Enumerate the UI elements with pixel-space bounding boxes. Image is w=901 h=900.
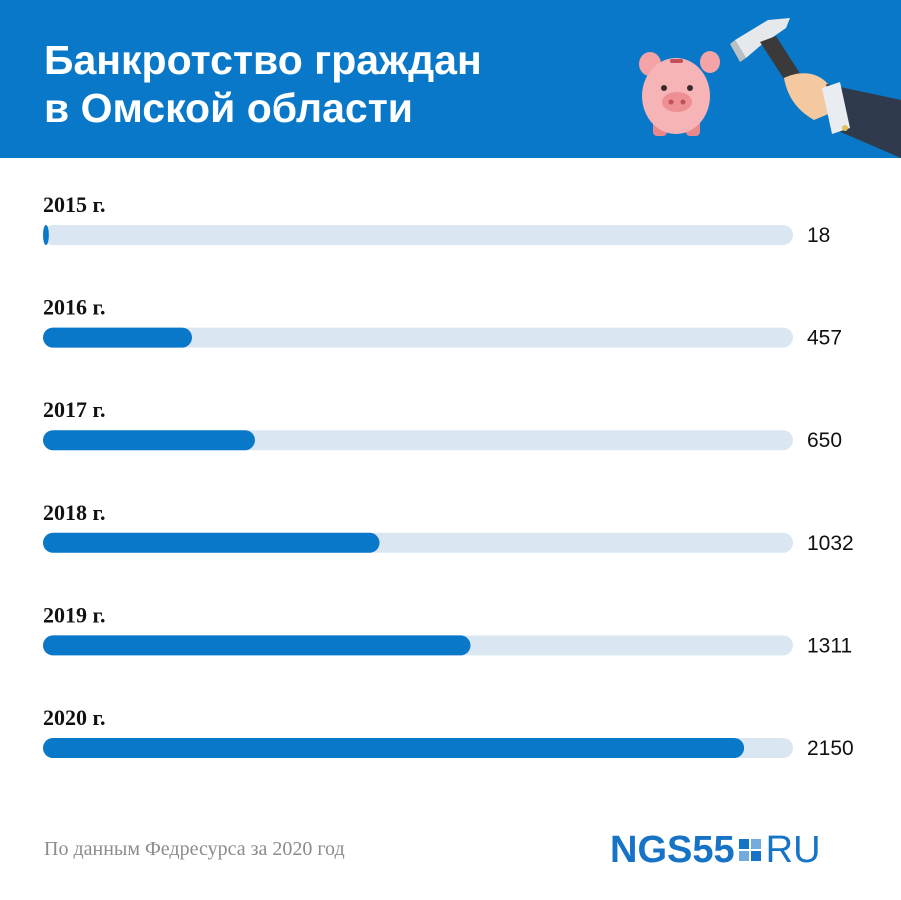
value-label: 650 bbox=[807, 429, 842, 452]
piggy-bank-icon bbox=[639, 51, 720, 136]
value-label: 1032 bbox=[807, 532, 854, 555]
category-label: 2015 г. bbox=[43, 192, 106, 217]
header-illustration bbox=[639, 18, 901, 158]
logo-text-ru: RU bbox=[765, 828, 821, 871]
title-line-2: в Омской области bbox=[44, 85, 413, 131]
bar bbox=[43, 225, 49, 245]
bar bbox=[43, 635, 471, 656]
logo-squares-icon bbox=[738, 839, 761, 861]
value-label: 2150 bbox=[807, 737, 854, 760]
value-label: 18 bbox=[807, 224, 830, 247]
bar-track bbox=[43, 327, 793, 348]
hand-icon bbox=[784, 73, 901, 158]
bar bbox=[43, 738, 745, 758]
bar-row: 2016 г. 457 bbox=[43, 295, 842, 350]
page-title: Банкротство граждан в Омской области bbox=[44, 36, 482, 132]
bar-row: 2015 г. 18 bbox=[43, 192, 830, 247]
bar bbox=[43, 327, 193, 348]
category-label: 2018 г. bbox=[43, 500, 106, 525]
value-label: 1311 bbox=[807, 634, 852, 657]
category-label: 2016 г. bbox=[43, 295, 106, 320]
category-label: 2019 г. bbox=[43, 602, 106, 627]
bar bbox=[43, 430, 255, 451]
title-line-1: Банкротство граждан bbox=[44, 37, 482, 83]
logo-text-ngs55: NGS55 bbox=[610, 828, 735, 871]
category-label: 2017 г. bbox=[43, 397, 106, 422]
bar-row: 2020 г. 2150 bbox=[43, 705, 854, 760]
value-label: 457 bbox=[807, 327, 842, 350]
category-label: 2020 г. bbox=[43, 705, 106, 730]
bar-row: 2017 г. 650 bbox=[43, 397, 842, 452]
bar-track bbox=[43, 225, 793, 245]
source-note: По данным Федресурса за 2020 год bbox=[44, 838, 345, 860]
bar-row: 2018 г. 1032 bbox=[43, 500, 854, 555]
bar-row: 2019 г. 1311 bbox=[43, 602, 852, 657]
header-banner: Банкротство граждан в Омской области bbox=[0, 0, 901, 158]
ngs55-logo: NGS55 RU bbox=[610, 828, 821, 872]
bar bbox=[43, 532, 380, 553]
